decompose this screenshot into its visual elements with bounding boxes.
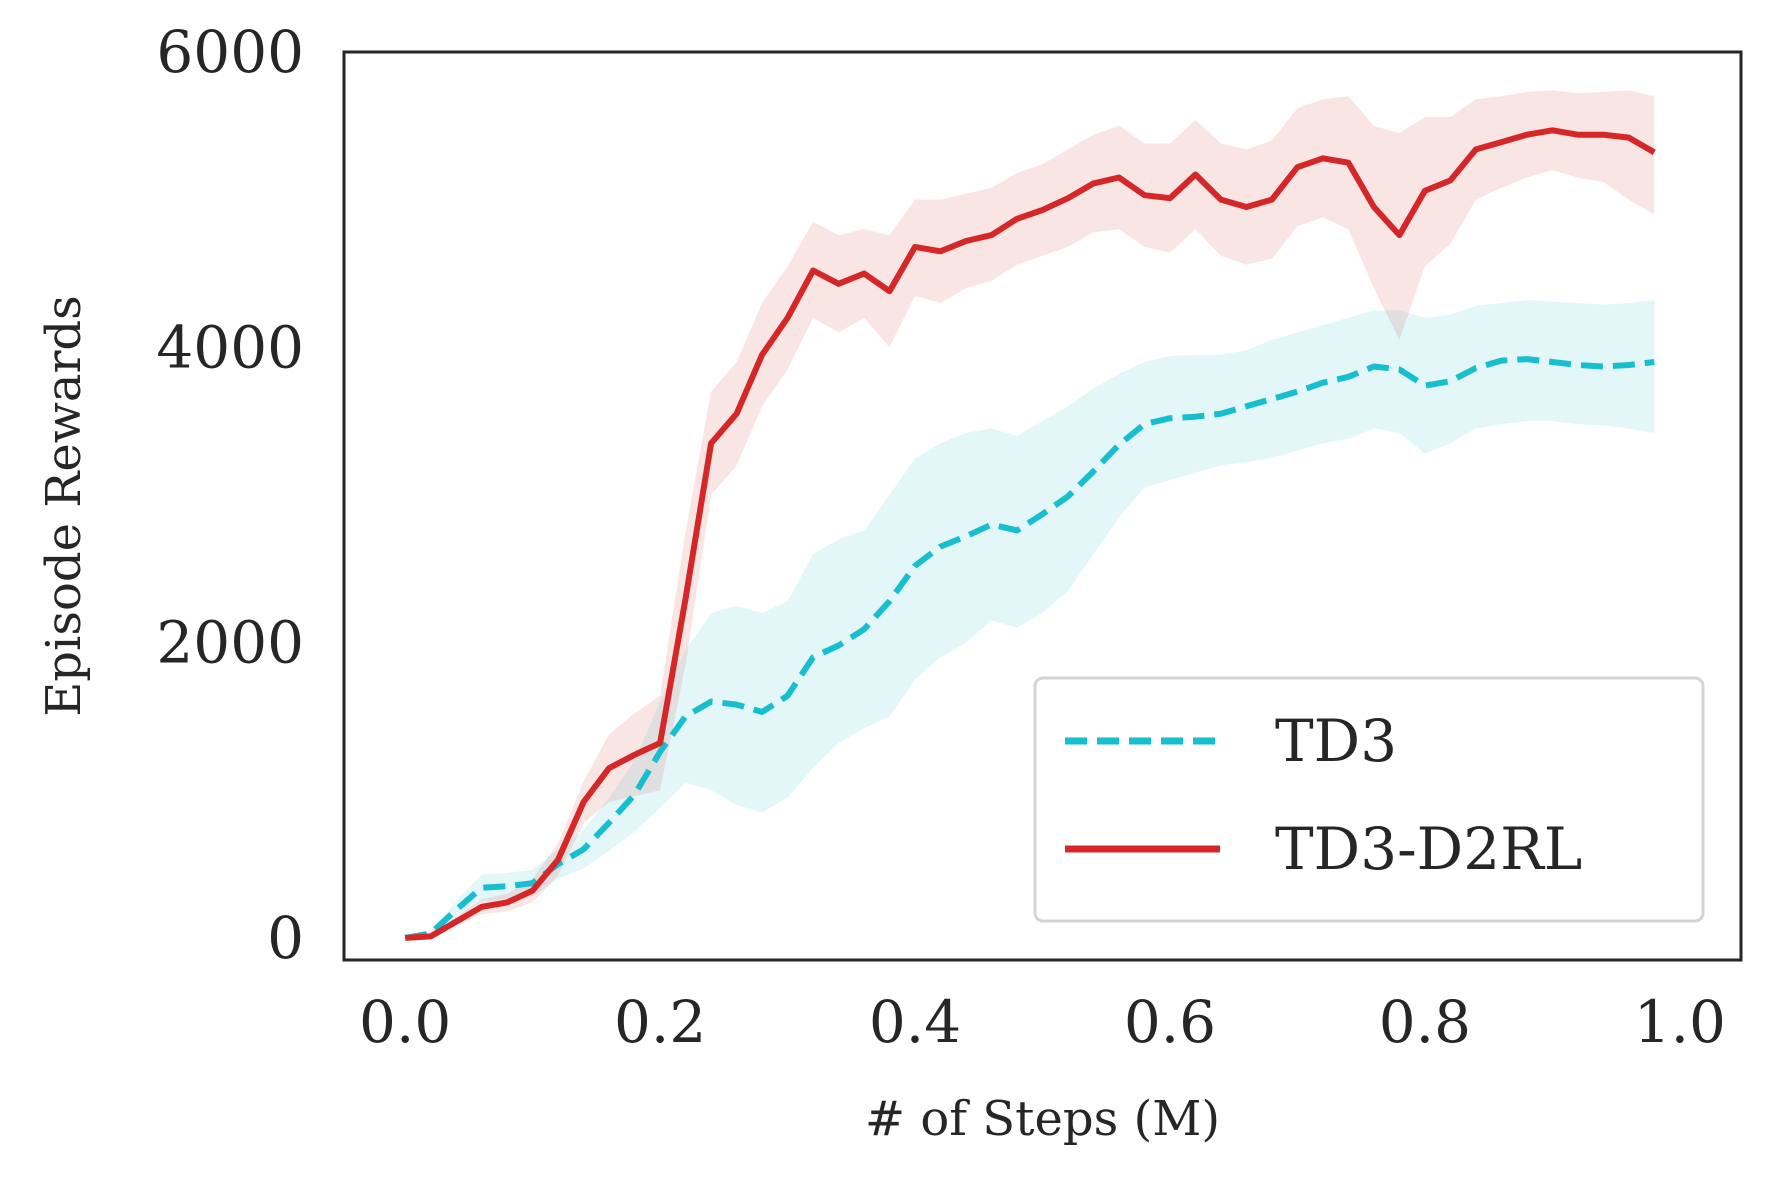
confidence-bands	[405, 90, 1655, 938]
td3-d2rl-line	[405, 127, 1656, 941]
td3-d2rl-band	[405, 90, 1655, 938]
legend-label-td3-d2rl: TD3-D2RL	[1275, 815, 1582, 883]
plot-frame	[342, 50, 1743, 962]
x-tick-label: 0.6	[1124, 988, 1216, 1056]
x-tick-label: 0.4	[869, 988, 961, 1056]
y-axis: 0 2000 4000 6000	[156, 18, 304, 972]
x-axis: 0.0 0.2 0.4 0.6 0.8 1.0	[359, 988, 1726, 1056]
legend-label-td3: TD3	[1275, 707, 1397, 775]
td3-band	[405, 300, 1655, 938]
y-axis-title: Episode Rewards	[36, 295, 92, 717]
y-tick-label: 4000	[156, 313, 304, 381]
y-tick-label: 2000	[156, 609, 304, 677]
x-tick-label: 0.8	[1379, 988, 1471, 1056]
td3-line	[404, 356, 1655, 941]
series-lines	[404, 127, 1656, 941]
x-tick-label: 1.0	[1634, 988, 1726, 1056]
y-tick-label: 0	[267, 904, 304, 972]
x-tick-label: 0.2	[614, 988, 706, 1056]
x-axis-title: # of Steps (M)	[865, 1091, 1220, 1147]
legend: TD3 TD3-D2RL	[1033, 676, 1705, 923]
y-tick-label: 6000	[156, 18, 304, 86]
x-tick-label: 0.0	[359, 988, 451, 1056]
